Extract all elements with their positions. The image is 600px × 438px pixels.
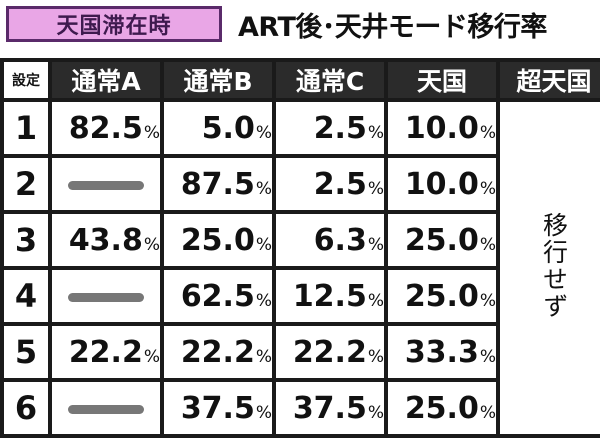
percent-sign: % — [367, 178, 384, 199]
rate-value: 33.3 — [404, 334, 479, 370]
table-row: 3 43.8% 25.0% 6.3% 25.0% — [4, 214, 600, 266]
table-row: 4 62.5% 12.5% 25.0% — [4, 270, 600, 322]
rate-value: 22.2 — [180, 334, 255, 370]
rate-value: 12.5 — [292, 278, 367, 314]
cell-normal-c: 2.5% — [276, 102, 384, 154]
percent-sign: % — [367, 234, 384, 255]
setting-number: 6 — [4, 382, 48, 434]
cell-normal-b: 5.0% — [164, 102, 272, 154]
dash-icon — [68, 180, 144, 190]
rate-value: 87.5 — [180, 166, 255, 202]
cell-heaven: 33.3% — [388, 326, 496, 378]
header-setting: 設定 — [4, 62, 48, 98]
rate-value: 37.5 — [292, 390, 367, 426]
rate-value: 43.8 — [68, 222, 143, 258]
percent-sign: % — [367, 346, 384, 367]
setting-number: 2 — [4, 158, 48, 210]
percent-sign: % — [479, 122, 496, 143]
percent-sign: % — [143, 346, 160, 367]
rate-value: 25.0 — [404, 278, 479, 314]
no-transition-note: 移行せず — [539, 212, 569, 320]
cell-normal-c: 22.2% — [276, 326, 384, 378]
super-heaven-merged-cell: 移行せず — [500, 102, 600, 434]
page-title: ART後･天井モード移行率 — [238, 11, 547, 43]
cell-heaven: 25.0% — [388, 214, 496, 266]
rate-value: 37.5 — [180, 390, 255, 426]
cell-normal-c: 12.5% — [276, 270, 384, 322]
header-super-heaven: 超天国 — [500, 62, 600, 98]
rate-value: 25.0 — [404, 222, 479, 258]
cell-normal-a: 43.8% — [52, 214, 160, 266]
cell-normal-b: 25.0% — [164, 214, 272, 266]
cell-heaven: 25.0% — [388, 270, 496, 322]
table-row: 2 87.5% 2.5% 10.0% — [4, 158, 600, 210]
cell-normal-a: 22.2% — [52, 326, 160, 378]
dash-icon — [68, 404, 144, 414]
cell-normal-a-none — [52, 158, 160, 210]
percent-sign: % — [479, 234, 496, 255]
setting-number: 4 — [4, 270, 48, 322]
percent-sign: % — [143, 234, 160, 255]
percent-sign: % — [479, 402, 496, 423]
percent-sign: % — [255, 346, 272, 367]
percent-sign: % — [479, 346, 496, 367]
cell-heaven: 10.0% — [388, 102, 496, 154]
rate-value: 22.2 — [68, 334, 143, 370]
rate-value: 10.0 — [404, 110, 479, 146]
cell-heaven: 10.0% — [388, 158, 496, 210]
header-heaven: 天国 — [388, 62, 496, 98]
percent-sign: % — [143, 122, 160, 143]
setting-number: 1 — [4, 102, 48, 154]
cell-normal-b: 62.5% — [164, 270, 272, 322]
percent-sign: % — [367, 290, 384, 311]
table-row: 5 22.2% 22.2% 22.2% 33.3% — [4, 326, 600, 378]
transition-rate-table: 設定 通常A 通常B 通常C 天国 超天国 1 82.5% 5.0% 2.5% 10.0… — [0, 58, 600, 438]
setting-number: 5 — [4, 326, 48, 378]
cell-normal-a: 82.5% — [52, 102, 160, 154]
percent-sign: % — [479, 178, 496, 199]
cell-normal-b: 22.2% — [164, 326, 272, 378]
table-body: 1 82.5% 5.0% 2.5% 10.0% 移行せず 2 87.5% 2.5% 10.0% 3 4… — [4, 102, 600, 434]
table-row: 1 82.5% 5.0% 2.5% 10.0% 移行せず — [4, 102, 600, 434]
cell-normal-c: 6.3% — [276, 214, 384, 266]
cell-heaven: 25.0% — [388, 382, 496, 434]
rate-value: 2.5 — [313, 166, 367, 202]
percent-sign: % — [479, 290, 496, 311]
dash-icon — [68, 292, 144, 302]
percent-sign: % — [255, 234, 272, 255]
rate-value: 82.5 — [68, 110, 143, 146]
rate-value: 2.5 — [313, 110, 367, 146]
rate-value: 5.0 — [201, 110, 255, 146]
header-normal-c: 通常C — [276, 62, 384, 98]
table-row: 6 37.5% 37.5% 25.0% — [4, 382, 600, 434]
header-normal-b: 通常B — [164, 62, 272, 98]
percent-sign: % — [367, 402, 384, 423]
percent-sign: % — [255, 122, 272, 143]
percent-sign: % — [367, 122, 384, 143]
cell-normal-a-none — [52, 270, 160, 322]
cell-normal-c: 37.5% — [276, 382, 384, 434]
rate-value: 10.0 — [404, 166, 479, 202]
rate-value: 25.0 — [180, 222, 255, 258]
cell-normal-c: 2.5% — [276, 158, 384, 210]
cell-normal-a-none — [52, 382, 160, 434]
rate-value: 22.2 — [292, 334, 367, 370]
percent-sign: % — [255, 178, 272, 199]
rate-value: 25.0 — [404, 390, 479, 426]
percent-sign: % — [255, 402, 272, 423]
cell-normal-b: 37.5% — [164, 382, 272, 434]
header-normal-a: 通常A — [52, 62, 160, 98]
cell-normal-b: 87.5% — [164, 158, 272, 210]
setting-number: 3 — [4, 214, 48, 266]
rate-value: 62.5 — [180, 278, 255, 314]
rate-value: 6.3 — [313, 222, 367, 258]
condition-badge: 天国滞在時 — [6, 6, 222, 42]
table-header-row: 設定 通常A 通常B 通常C 天国 超天国 — [4, 62, 600, 98]
percent-sign: % — [255, 290, 272, 311]
